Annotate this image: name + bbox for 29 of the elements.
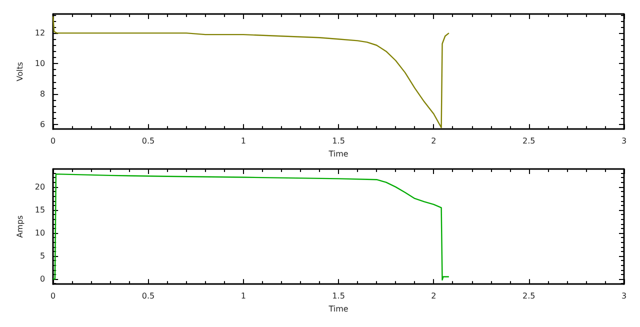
- y-tick-label: 10: [34, 228, 46, 238]
- y-tick-label: 20: [34, 182, 46, 192]
- x-tick-label: 0.5: [142, 136, 155, 146]
- y-tick-label: 5: [40, 252, 46, 261]
- y-tick-label: 10: [34, 59, 46, 68]
- x-tick-label: 0: [50, 292, 56, 301]
- x-tick-label: 2: [431, 292, 436, 301]
- y-tick-label: 12: [34, 28, 46, 38]
- y-axis-title: Volts: [16, 62, 24, 82]
- y-tick-label: 6: [40, 120, 46, 130]
- y-tick-label: 0: [40, 274, 46, 284]
- x-tick-label: 1: [240, 292, 246, 301]
- x-tick-label: 2.5: [522, 136, 536, 146]
- y-axis-title: Amps: [16, 215, 24, 238]
- y-tick-label: 8: [40, 90, 46, 99]
- x-axis-title: Time: [328, 150, 348, 158]
- line-series: [52, 16, 450, 128]
- x-axis-title: Time: [328, 304, 348, 314]
- x-tick-label: 3: [621, 136, 627, 146]
- x-tick-label: 0.5: [142, 292, 155, 301]
- x-tick-label: 0: [50, 136, 56, 146]
- y-tick-label: 15: [34, 205, 46, 214]
- x-tick-label: 1.5: [332, 136, 345, 146]
- line-series: [52, 173, 450, 281]
- x-tick-label: 3: [621, 292, 627, 301]
- x-tick-label: 1.5: [332, 292, 345, 301]
- x-tick-label: 2: [431, 136, 436, 146]
- x-tick-label: 2.5: [522, 292, 536, 301]
- x-tick-label: 1: [240, 136, 246, 146]
